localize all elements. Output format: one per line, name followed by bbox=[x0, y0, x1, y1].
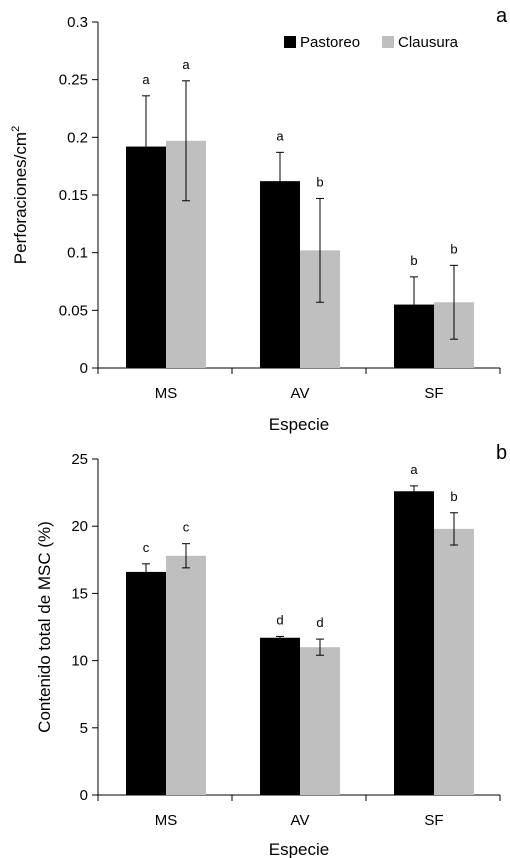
x-tick-label: SF bbox=[424, 812, 443, 829]
x-axis-title: Especie bbox=[269, 840, 329, 858]
y-tick-label: 0.3 bbox=[67, 14, 88, 31]
y-tick-label: 15 bbox=[71, 585, 88, 602]
y-tick-label: 0.15 bbox=[59, 187, 88, 204]
y-tick-label: 10 bbox=[71, 653, 88, 670]
x-tick-label: SF bbox=[424, 385, 443, 402]
y-tick-label: 0.2 bbox=[67, 129, 88, 146]
significance-letter: d bbox=[316, 615, 323, 630]
significance-letter: d bbox=[276, 612, 283, 627]
y-tick-label: 25 bbox=[71, 451, 88, 468]
legend-swatch-clausura bbox=[382, 36, 394, 48]
legend-swatch-pastoreo bbox=[284, 36, 296, 48]
bar-pastoreo-sf bbox=[394, 491, 434, 795]
significance-letter: a bbox=[410, 462, 418, 477]
bar-clausura-av bbox=[300, 647, 340, 795]
panel-letter: a bbox=[496, 5, 508, 27]
significance-letter: b bbox=[450, 489, 457, 504]
y-tick-label: 0.05 bbox=[59, 302, 88, 319]
x-tick-label: AV bbox=[291, 385, 310, 402]
bar-clausura-sf bbox=[434, 528, 474, 795]
y-axis-title-superscript: 2 bbox=[10, 126, 22, 132]
panel-letter: b bbox=[496, 442, 507, 464]
significance-letter: c bbox=[143, 540, 150, 555]
x-axis-title: Especie bbox=[269, 415, 329, 434]
y-axis-title-text: Perforaciones/cm bbox=[11, 132, 30, 264]
significance-letter: a bbox=[182, 57, 190, 72]
y-tick-label: 0 bbox=[80, 360, 88, 377]
chart-panel-a: 0 0.05 0.1 0.15 0.2 0.25 0.3 MS AV SF a a b a b b Especi… bbox=[10, 5, 508, 434]
legend-label-clausura: Clausura bbox=[398, 34, 459, 51]
significance-letter: c bbox=[183, 520, 190, 535]
y-axis-title: Contenido total de MSC (%) bbox=[35, 521, 54, 733]
x-tick-label: AV bbox=[291, 812, 310, 829]
x-tick-label: MS bbox=[155, 385, 178, 402]
significance-letter: b bbox=[450, 241, 457, 256]
x-tick-label: MS bbox=[155, 812, 178, 829]
y-tick-label: 0 bbox=[80, 787, 88, 804]
significance-letter: a bbox=[276, 128, 284, 143]
y-axis-title-text: Contenido total de MSC (%) bbox=[35, 521, 54, 733]
y-tick-label: 0.25 bbox=[59, 72, 88, 89]
y-tick-label: 20 bbox=[71, 518, 88, 535]
significance-letter: a bbox=[142, 72, 150, 87]
bar-pastoreo-av bbox=[260, 181, 300, 368]
y-tick-label: 0.1 bbox=[67, 245, 88, 262]
bar-clausura-ms bbox=[166, 555, 206, 795]
y-tick-label: 5 bbox=[80, 720, 88, 737]
bar-pastoreo-ms bbox=[126, 571, 166, 795]
y-axis-title: Perforaciones/cm2 bbox=[10, 126, 30, 264]
chart-panel-b: 0 5 10 15 20 25 MS AV SF c d a c d b Especie Contenido t… bbox=[35, 442, 507, 858]
bar-pastoreo-av bbox=[260, 637, 300, 795]
significance-letter: b bbox=[410, 253, 417, 268]
legend: Pastoreo Clausura bbox=[284, 34, 459, 51]
legend-label-pastoreo: Pastoreo bbox=[300, 34, 360, 51]
significance-letter: b bbox=[316, 174, 323, 189]
